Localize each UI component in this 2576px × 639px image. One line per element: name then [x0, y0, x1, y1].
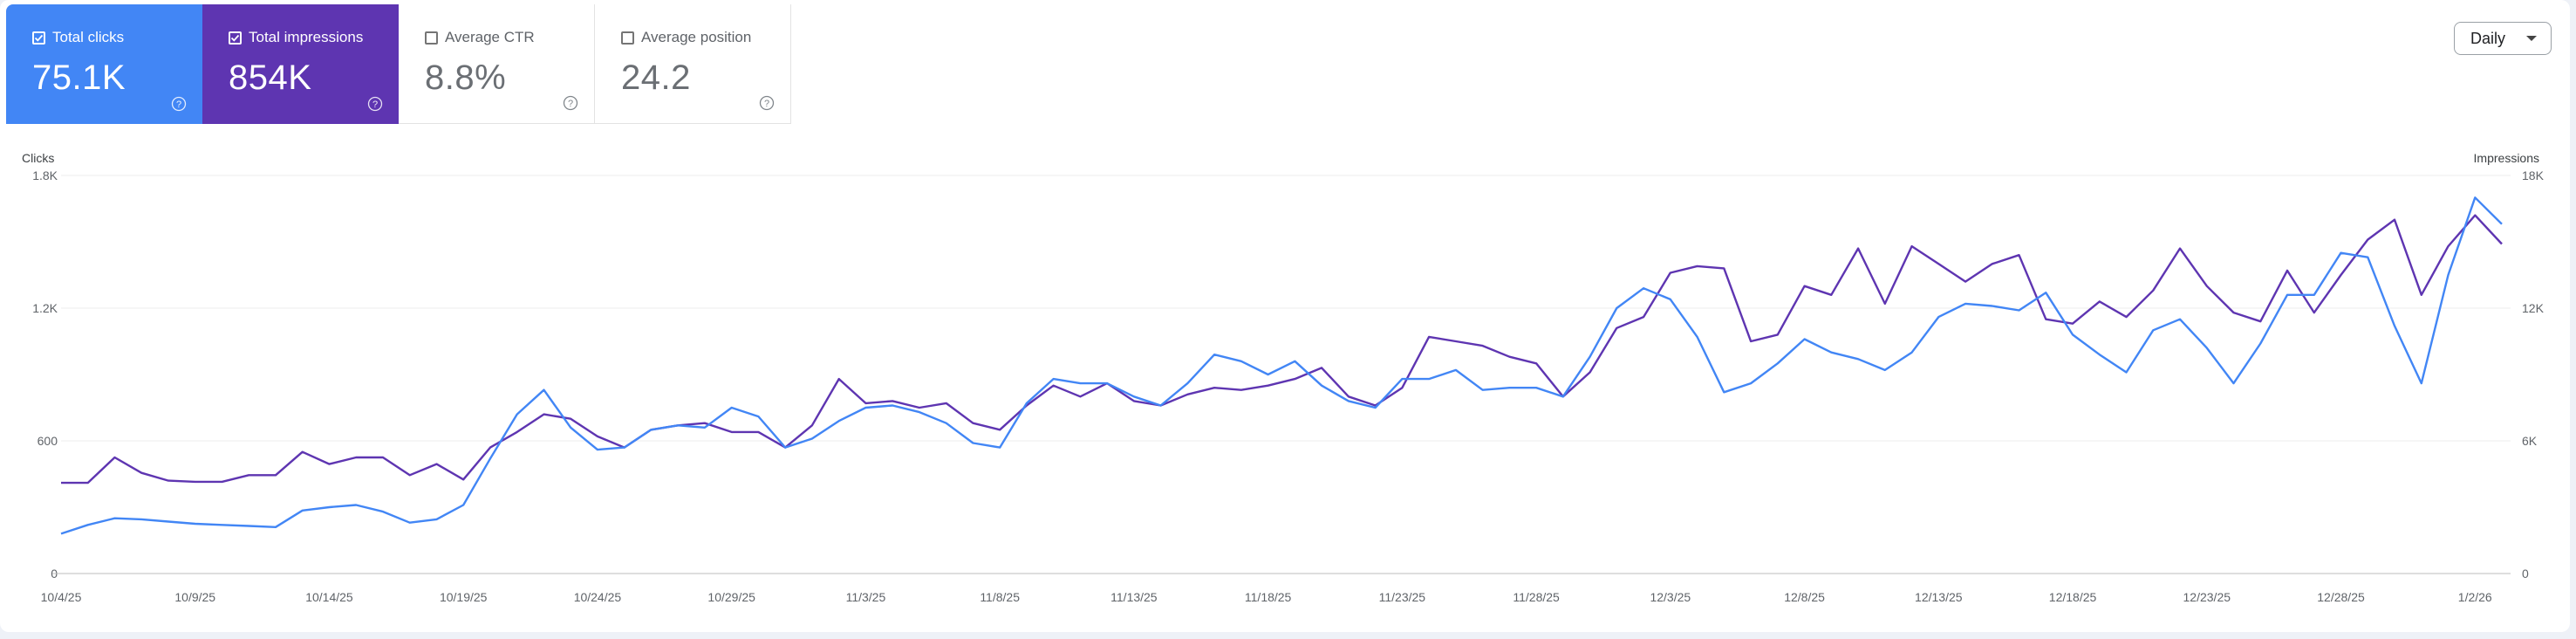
granularity-dropdown[interactable]: Daily	[2454, 22, 2552, 55]
svg-text:?: ?	[372, 100, 378, 110]
x-tick-label: 12/18/25	[2049, 590, 2097, 604]
metric-header: Average position	[621, 29, 790, 46]
x-tick-label: 12/13/25	[1915, 590, 1963, 604]
help-icon[interactable]: ?	[563, 95, 578, 111]
dropdown-caret-icon	[2526, 36, 2537, 41]
help-icon[interactable]: ?	[171, 96, 187, 112]
right-tick-label: 18K	[2522, 168, 2545, 182]
metric-label: Average CTR	[445, 29, 535, 45]
help-icon[interactable]: ?	[759, 95, 775, 111]
metric-header: Total clicks	[32, 29, 202, 46]
metric-value: 24.2	[621, 58, 691, 97]
left-tick-label: 1.2K	[32, 301, 58, 315]
metric-label: Total impressions	[249, 29, 364, 45]
svg-text:?: ?	[764, 99, 769, 109]
x-tick-label: 11/18/25	[1245, 590, 1292, 604]
checkbox-unchecked-icon[interactable]	[621, 31, 634, 45]
checkbox-checked-icon[interactable]	[32, 31, 45, 45]
x-tick-label: 10/19/25	[440, 590, 488, 604]
metric-header: Average CTR	[425, 29, 594, 46]
x-tick-label: 12/8/25	[1784, 590, 1825, 604]
x-tick-label: 11/3/25	[846, 590, 886, 604]
x-tick-label: 11/28/25	[1513, 590, 1560, 604]
metric-card-average-position[interactable]: Average position 24.2 ?	[595, 4, 791, 124]
impressions-series-line	[61, 214, 2503, 484]
x-tick-label: 11/13/25	[1110, 590, 1158, 604]
checkbox-checked-icon[interactable]	[229, 31, 242, 45]
granularity-selected: Daily	[2470, 29, 2506, 47]
x-tick-label: 12/3/25	[1650, 590, 1691, 604]
x-tick-label: 10/14/25	[305, 590, 353, 604]
metric-value: 75.1K	[32, 58, 126, 97]
x-tick-label: 12/23/25	[2183, 590, 2231, 604]
left-tick-label: 600	[38, 434, 58, 448]
metric-card-total-clicks[interactable]: Total clicks 75.1K ?	[6, 4, 202, 124]
svg-text:?: ?	[176, 100, 181, 110]
x-tick-label: 1/2/26	[2458, 590, 2492, 604]
checkbox-unchecked-icon[interactable]	[425, 31, 438, 45]
left-axis-title: Clicks	[22, 151, 55, 165]
x-tick-label: 10/29/25	[707, 590, 755, 604]
right-axis-title: Impressions	[2473, 151, 2539, 165]
x-tick-label: 10/9/25	[174, 590, 215, 604]
help-icon[interactable]: ?	[367, 96, 383, 112]
right-tick-label: 12K	[2522, 301, 2545, 315]
clicks-series-line	[60, 196, 2503, 535]
x-tick-label: 10/4/25	[41, 590, 82, 604]
x-tick-label: 11/23/25	[1379, 590, 1426, 604]
x-tick-label: 10/24/25	[574, 590, 622, 604]
x-tick-label: 11/8/25	[980, 590, 1020, 604]
metric-card-total-impressions[interactable]: Total impressions 854K ?	[202, 4, 399, 124]
metric-header: Total impressions	[229, 29, 399, 46]
metric-card-average-ctr[interactable]: Average CTR 8.8% ?	[399, 4, 595, 124]
metric-label: Total clicks	[52, 29, 125, 45]
left-tick-label: 1.8K	[32, 168, 58, 182]
right-tick-label: 0	[2522, 567, 2529, 581]
metric-label: Average position	[641, 29, 752, 45]
right-tick-label: 6K	[2522, 434, 2538, 448]
metric-value: 8.8%	[425, 58, 507, 97]
metric-value: 854K	[229, 58, 312, 97]
svg-text:?: ?	[568, 99, 573, 109]
x-tick-label: 12/28/25	[2317, 590, 2365, 604]
